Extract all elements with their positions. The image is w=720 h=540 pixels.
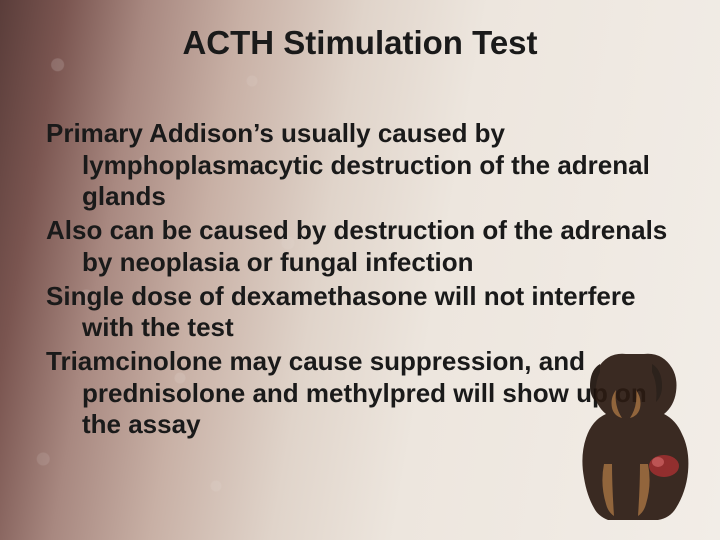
paragraph: Single dose of dexamethasone will not in… xyxy=(46,281,674,344)
slide-body: Primary Addison’s usually caused by lymp… xyxy=(46,118,674,443)
paragraph: Also can be caused by destruction of the… xyxy=(46,215,674,278)
slide: ACTH Stimulation Test Primary Addison’s … xyxy=(0,0,720,540)
slide-title: ACTH Stimulation Test xyxy=(0,24,720,62)
paragraph: Triamcinolone may cause suppression, and… xyxy=(46,346,674,441)
paragraph: Primary Addison’s usually caused by lymp… xyxy=(46,118,674,213)
